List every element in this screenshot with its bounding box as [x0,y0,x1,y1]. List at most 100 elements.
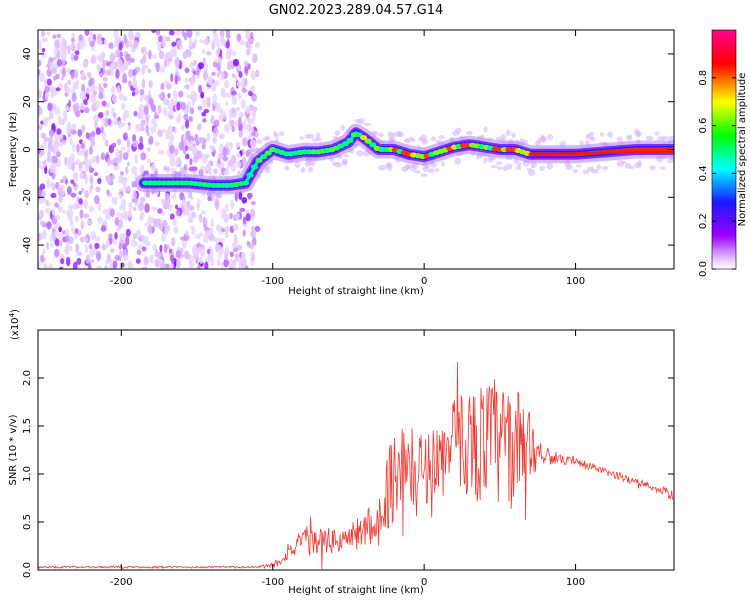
noise-speckle [90,31,95,37]
noise-speckle [146,147,151,152]
haze-speckle [601,166,609,171]
noise-speckle [128,201,133,211]
noise-speckle [144,221,148,227]
noise-speckle [51,208,56,216]
noise-speckle [212,61,218,68]
noise-speckle [210,144,215,153]
noise-speckle [175,259,181,269]
noise-speckle [202,118,207,123]
noise-speckle [236,244,242,251]
noise-speckle [235,160,242,169]
noise-speckle [200,244,205,249]
noise-speckle [164,196,171,206]
noise-speckle [219,172,223,177]
noise-speckle [210,218,215,228]
noise-speckle [61,67,66,78]
snr-series-line [37,362,675,570]
noise-speckle [70,226,75,233]
noise-speckle [85,132,90,139]
noise-speckle [132,191,137,200]
noise-speckle [93,248,97,256]
noise-speckle [143,106,149,116]
noise-speckle [229,109,233,119]
noise-speckle [202,70,209,81]
noise-speckle [127,40,133,48]
noise-speckle [72,261,78,269]
noise-speckle [94,100,100,109]
noise-speckle [58,194,63,203]
colorbar-ticks: 0.0 0.2 0.4 0.6 0.8 [698,70,736,277]
noise-speckle [90,258,95,264]
noise-speckle [184,230,189,237]
y-tick-label: 2.0 [22,370,33,386]
haze-speckle [273,131,278,137]
noise-speckle [232,50,237,57]
noise-speckle [100,152,106,161]
noise-speckle [59,42,66,53]
noise-speckle [239,40,245,46]
noise-speckle [225,41,230,49]
noise-speckle [198,62,204,70]
noise-speckle [193,59,197,66]
noise-speckle [145,124,149,134]
noise-speckle [62,117,66,124]
noise-speckle [97,216,103,224]
noise-speckle [152,54,157,59]
noise-speckle [56,128,62,136]
noise-speckle [40,254,45,263]
noise-speckle [122,177,128,182]
noise-speckle [200,250,205,258]
noise-speckle [135,229,141,239]
noise-speckle [139,94,144,103]
noise-speckle [55,248,60,257]
noise-speckle [163,97,167,106]
noise-speckle [248,131,252,139]
noise-speckle [174,204,179,210]
noise-speckle [244,66,249,75]
haze-speckle [634,131,642,137]
noise-speckle [86,219,92,225]
noise-speckle [219,237,225,243]
noise-speckle [197,123,202,131]
noise-speckle [188,115,193,123]
noise-speckle [107,157,111,167]
y-tick-label: 0 [22,146,33,152]
noise-speckle [84,30,90,37]
noise-speckle [213,126,219,137]
noise-speckle [238,116,242,126]
noise-speckle [43,265,48,269]
noise-speckle [163,166,170,171]
noise-speckle [151,104,157,113]
noise-speckle [58,266,64,269]
noise-speckle [68,236,74,245]
noise-speckle [109,248,115,253]
x-tick-label: 0 [421,577,427,588]
noise-speckle [104,139,109,147]
noise-speckle [254,225,261,232]
noise-speckle [220,88,226,93]
noise-speckle [225,30,231,36]
noise-speckle [113,161,119,167]
noise-speckle [43,159,47,168]
haze-speckle [454,127,462,134]
noise-speckle [242,229,246,237]
noise-speckle [55,87,61,92]
noise-speckle [164,133,171,140]
haze-speckle [575,164,583,168]
noise-speckle [107,118,112,126]
noise-speckle [142,64,149,70]
noise-speckle [88,205,95,213]
noise-speckle [126,261,130,268]
noise-speckle [152,243,157,251]
noise-speckle [242,216,247,225]
noise-speckle [197,264,202,269]
noise-speckle [106,189,110,196]
noise-speckle [222,155,229,162]
noise-speckle [173,225,179,234]
noise-speckle [173,89,178,100]
noise-speckle [185,130,191,141]
x-tick-label: -100 [261,276,284,287]
noise-speckle [157,149,164,155]
noise-speckle [73,69,79,80]
noise-speckle [187,216,193,223]
